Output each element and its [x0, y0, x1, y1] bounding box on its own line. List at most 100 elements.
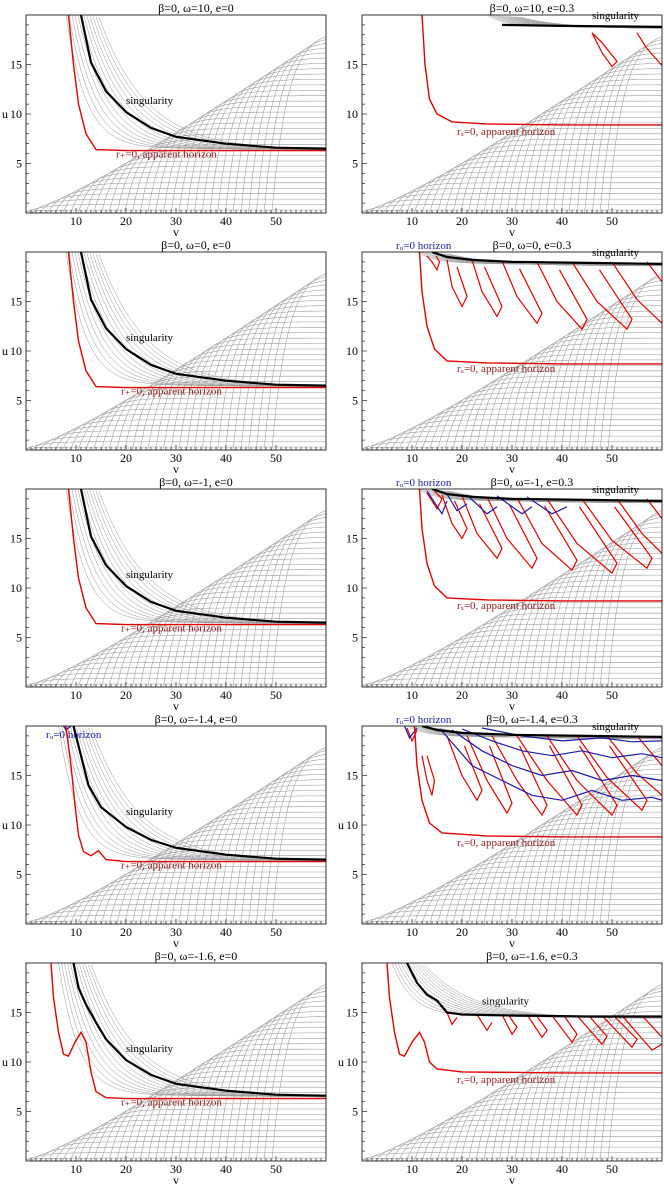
horizon-loop [646, 498, 662, 520]
grid-curve [248, 995, 326, 1161]
grid-curve [499, 1054, 662, 1161]
grid-curve [70, 408, 326, 450]
grid-curve [85, 871, 326, 924]
x-tick-label: 40 [220, 214, 232, 228]
grid-curves [26, 963, 326, 1161]
grid-curve [375, 193, 662, 213]
horizon-loop [611, 261, 662, 324]
grid-curve [76, 964, 326, 1097]
grid-curve [592, 754, 662, 924]
grid-curve [70, 645, 326, 687]
grid-curve [248, 521, 326, 687]
grid-curve [553, 305, 662, 450]
x-tick-label: 50 [606, 214, 618, 228]
grid-curve [93, 1103, 326, 1161]
grid-curve [85, 727, 326, 862]
horizon-loop [606, 735, 662, 796]
grid-curves [26, 726, 326, 924]
x-axis-label: v [173, 225, 179, 239]
grid-curve [240, 289, 326, 450]
singularity-label: singularity [126, 569, 174, 581]
x-tick-label: 10 [70, 214, 82, 228]
grid-curve [68, 489, 326, 624]
grid-curve [429, 1103, 662, 1161]
y-tick-label: 15 [10, 769, 22, 783]
grid-curve [124, 1081, 326, 1161]
grid-curve [139, 833, 326, 924]
grid-curve [93, 629, 326, 687]
grid-curve [576, 52, 662, 213]
grid-curve [468, 602, 662, 687]
grid-curve [362, 441, 662, 450]
grid-curve [491, 585, 662, 687]
grid-curve [561, 774, 662, 924]
grid-curve [413, 877, 662, 924]
grid-curve [46, 899, 326, 924]
grid-curve [584, 521, 662, 687]
x-tick-label: 20 [120, 1162, 132, 1176]
grid-curve [475, 833, 662, 924]
chart-title: β=0, ω=-1.4, e=0 [155, 712, 238, 726]
grid-curve [468, 365, 662, 450]
grid-curve [545, 73, 662, 213]
grid-curve [421, 871, 662, 924]
x-tick-label: 30 [170, 1162, 182, 1176]
horizon-loop [421, 755, 436, 796]
grid-curve [429, 866, 662, 924]
grid-curve [31, 1146, 326, 1161]
grid-curve [537, 316, 662, 450]
x-axis-label: v [509, 1173, 515, 1187]
grid-curve [568, 768, 662, 924]
grid-curve [499, 106, 662, 213]
grid-curve [584, 284, 662, 450]
chart-panel-right-3: 10 20 30 40 50 5 10 15 v β=0, ω=-1, e=0.3 singular… [346, 475, 663, 713]
grid-curve [592, 991, 662, 1161]
x-tick-label: 40 [220, 1162, 232, 1176]
grid-curve [522, 801, 662, 924]
grid-curve [506, 337, 662, 450]
grid-curve [54, 1130, 326, 1161]
grid-curve [452, 849, 662, 924]
grid-curve [147, 354, 326, 450]
grid-curve [26, 204, 326, 213]
grid-curve [217, 779, 326, 924]
x-tick-label: 30 [170, 688, 182, 702]
x-tick-label: 20 [456, 925, 468, 939]
grid-curve [209, 1021, 326, 1161]
horizon-loop [591, 32, 618, 68]
grid-curve [475, 1070, 662, 1161]
grid-curve [46, 188, 326, 213]
grid-curve [248, 47, 326, 213]
grid-curve [576, 289, 662, 450]
grid-curve [444, 1092, 662, 1161]
grid-curve [592, 517, 662, 687]
y-axis-label: u [2, 1055, 8, 1069]
grid-curve [186, 90, 326, 213]
grid-curve [240, 526, 326, 687]
grid-curve [375, 1141, 662, 1161]
grid-curve [77, 166, 326, 213]
grid-curve [256, 280, 326, 450]
horizon-loop [621, 1015, 662, 1051]
grid-curve [85, 634, 326, 687]
x-tick-label: 40 [556, 1162, 568, 1176]
chart-panel-left-1: 10 20 30 40 50 5 10 15 v u β=0, ω=10, e=0 singulari… [2, 1, 327, 239]
horizon-loop [501, 260, 543, 325]
grid-curve [452, 612, 662, 687]
y-tick-label: 15 [346, 1006, 358, 1020]
grid-curve [26, 441, 326, 450]
horizon-loop [426, 255, 441, 272]
grid-curve [390, 1130, 662, 1161]
grid-curve [367, 1146, 662, 1161]
grid-curve [491, 111, 662, 213]
grid-curve [163, 817, 326, 924]
grid-curve [514, 1043, 662, 1161]
apparent-horizon-label: rₓ=0, apparent horizon [457, 837, 556, 849]
y-tick-label: 5 [352, 394, 358, 408]
horizon-loop [446, 1012, 458, 1026]
grid-curve [475, 359, 662, 450]
grid-curve [553, 68, 662, 213]
chart-title: β=0, ω=-1, e=0 [159, 475, 233, 489]
grid-curve [522, 564, 662, 687]
